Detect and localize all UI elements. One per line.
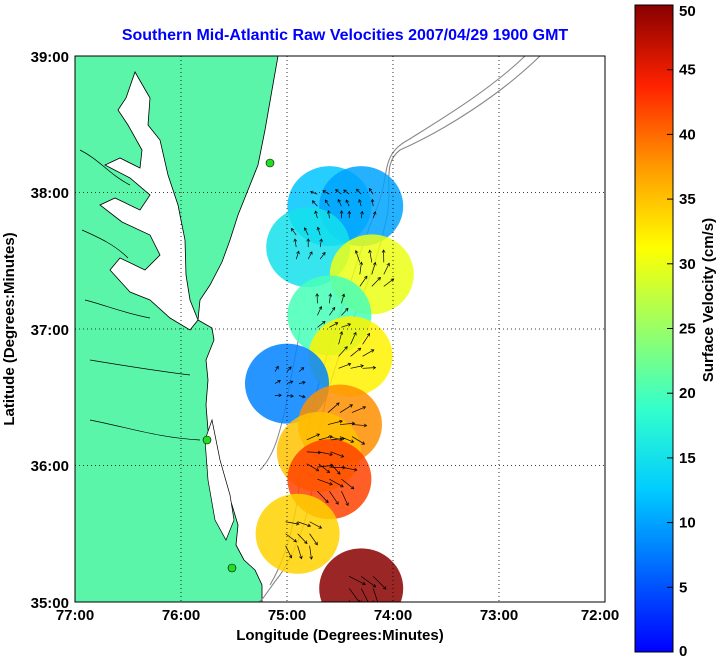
x-axis-label: Longitude (Degrees:Minutes) bbox=[236, 627, 444, 644]
velocity-arrowhead bbox=[360, 616, 363, 619]
y-tick-label: 39:00 bbox=[31, 49, 69, 66]
colorbar-tick-label: 35 bbox=[679, 191, 696, 208]
velocity-arrow bbox=[349, 600, 352, 618]
y-tick-label: 37:00 bbox=[31, 322, 69, 339]
x-tick-label: 72:00 bbox=[581, 607, 619, 624]
velocity-arrowhead bbox=[369, 615, 372, 618]
velocity-arrowhead bbox=[350, 615, 353, 618]
y-axis-ticks: 39:00 38:00 37:00 36:00 35:00 bbox=[31, 49, 69, 612]
y-axis-label: Latitude (Degrees:Minutes) bbox=[1, 232, 18, 425]
station-marker-north[interactable] bbox=[266, 159, 274, 167]
y-tick-label: 35:00 bbox=[31, 595, 69, 612]
velocity-arrowhead bbox=[376, 603, 379, 606]
colorbar-tick-label: 30 bbox=[679, 256, 696, 273]
x-tick-label: 74:00 bbox=[374, 607, 412, 624]
colorbar-tick-label: 10 bbox=[679, 515, 696, 532]
colorbar-tick-label: 25 bbox=[679, 321, 696, 338]
colorbar-tick-label: 45 bbox=[679, 62, 696, 79]
station-marker-middle[interactable] bbox=[203, 436, 211, 444]
y-tick-label: 38:00 bbox=[31, 185, 69, 202]
colorbar-tick-label: 20 bbox=[679, 385, 696, 402]
y-tick-label: 36:00 bbox=[31, 458, 69, 475]
plot-area bbox=[75, 56, 605, 628]
x-tick-label: 73:00 bbox=[480, 607, 518, 624]
velocity-arrow bbox=[370, 600, 373, 618]
map-title: Southern Mid-Atlantic Raw Velocities 200… bbox=[122, 27, 569, 44]
colorbar-tick-label: 40 bbox=[679, 126, 696, 143]
station-marker-south[interactable] bbox=[228, 564, 236, 572]
colorbar-label: Surface Velocity (cm/s) bbox=[700, 218, 717, 382]
x-axis-ticks: 77:00 76:00 75:00 74:00 73:00 72:00 bbox=[56, 607, 619, 624]
x-tick-label: 76:00 bbox=[162, 607, 200, 624]
colorbar-tick-label: 5 bbox=[679, 579, 687, 596]
x-tick-label: 75:00 bbox=[268, 607, 306, 624]
colorbar-tick-label: 50 bbox=[679, 3, 696, 20]
colorbar-tick-label: 15 bbox=[679, 450, 696, 467]
colorbar-tick-label: 0 bbox=[679, 643, 687, 659]
